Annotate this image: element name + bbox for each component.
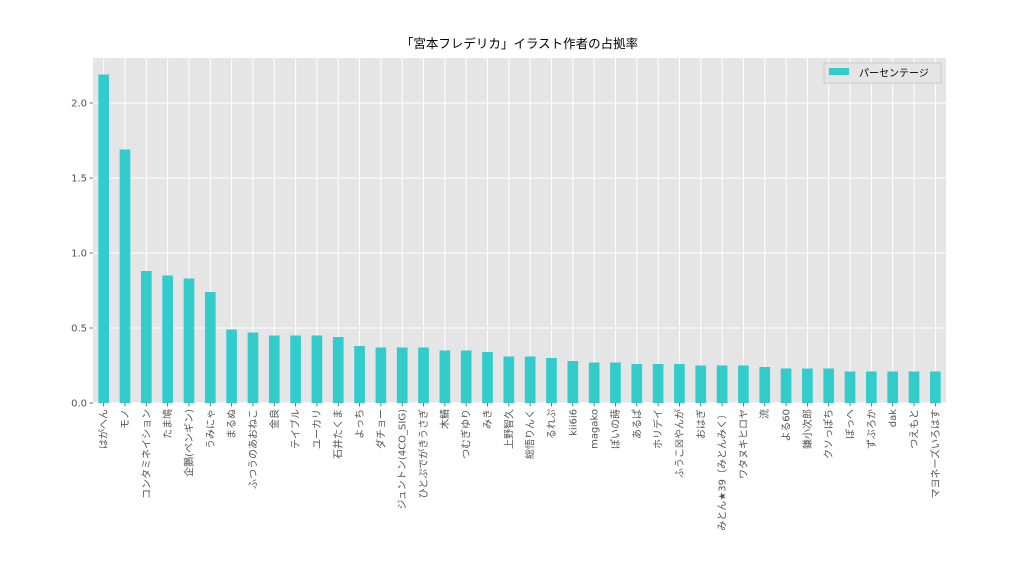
- bar: [588, 362, 600, 403]
- x-tick-label: dak: [888, 409, 899, 427]
- x-tick-label: つむぎゆり: [460, 409, 473, 459]
- x-tick-label: ホリデイ: [652, 409, 665, 449]
- legend-box: [823, 62, 942, 84]
- bar: [460, 350, 472, 403]
- bars: [98, 74, 941, 403]
- bar: [802, 368, 813, 403]
- x-tick-label: まるぬ: [226, 409, 238, 439]
- y-tick-label: 1.0: [71, 249, 87, 260]
- bar: [738, 365, 749, 403]
- bar: [290, 335, 301, 403]
- x-tick-label: 流: [758, 409, 771, 419]
- bar: [311, 335, 323, 403]
- x-tick-label: うみにゃ: [205, 409, 217, 449]
- bar: [439, 350, 451, 403]
- x-tick-label: マヨネーズいろはす: [929, 409, 942, 499]
- x-tick-label: ユーカリ: [311, 409, 323, 449]
- x-tick-label: 総悟りんく: [524, 409, 537, 459]
- bar: [247, 332, 259, 403]
- x-tick-label: ぼっへ: [845, 409, 857, 439]
- x-tick-label: つえもと: [909, 409, 921, 449]
- y-tick-label: 2.0: [71, 99, 87, 110]
- bar: [524, 356, 536, 403]
- bar: [503, 356, 515, 403]
- legend: パーセンテージ: [823, 62, 942, 84]
- bar: [674, 364, 685, 403]
- bar: [546, 358, 557, 403]
- x-tick-label: 石井たくま: [332, 409, 345, 459]
- x-tick-label: 金良: [268, 409, 281, 429]
- legend-label: パーセンテージ: [859, 68, 929, 80]
- bar: [695, 365, 707, 403]
- bar: [332, 337, 344, 403]
- x-tick-label: magako: [590, 409, 601, 449]
- x-tick-label: るれぷ: [546, 409, 558, 439]
- bar: [226, 329, 237, 403]
- x-tick-label: 企鵝(ペンギン): [182, 409, 195, 477]
- chart-title: 「宮本フレデリカ」イラスト作者の占拠率: [401, 36, 638, 51]
- x-tick-label: ぽいの蒔: [610, 409, 622, 449]
- bar: [98, 74, 109, 403]
- x-tick-label: みとん★39（みとんみく）: [717, 409, 729, 531]
- x-tick-label: ひとぷでがきうさぎ: [417, 409, 430, 499]
- x-tick-label: クソっぽち: [823, 409, 835, 459]
- x-tick-label: 鎌小次郎: [801, 409, 814, 449]
- bar: [780, 368, 792, 403]
- x-tick-label: よる60: [781, 409, 793, 441]
- x-tick-label: 木鯖: [438, 409, 451, 429]
- bar: [119, 149, 131, 403]
- x-tick-label: ワタヌキヒロヤ: [738, 409, 750, 479]
- x-tick-label: ふつうのあおねこ: [247, 409, 259, 489]
- bar: [759, 367, 771, 403]
- y-tick-label: 0.5: [71, 324, 87, 335]
- bar: [610, 362, 621, 403]
- x-tick-label: たま鳩: [161, 409, 174, 439]
- bar: [375, 347, 387, 403]
- x-tick-label: ずぶろか: [866, 409, 878, 449]
- bar: [844, 371, 856, 403]
- x-axis-ticks: はがへん モノ コンタミネイション たま鳩 企鵝(ペンギン) うみにゃ まるぬ ふつうのあおね…: [97, 403, 942, 531]
- bar: [652, 364, 664, 403]
- y-axis-ticks: 0.0 0.5 1.0 1.5 2.0: [71, 99, 93, 410]
- x-tick-label: ジュントン(4CO_SIG): [398, 409, 409, 509]
- x-tick-label: ダチョー: [374, 409, 387, 449]
- bar: [162, 275, 173, 403]
- x-tick-label: kii6i6: [568, 409, 579, 436]
- x-tick-label: ふうこ☒やんが: [673, 409, 686, 478]
- legend-swatch: [829, 68, 849, 75]
- bar: [354, 346, 365, 403]
- x-tick-label: あるぱ: [631, 409, 643, 439]
- x-tick-label: モノ: [120, 409, 131, 429]
- bar: [930, 371, 941, 403]
- bar: [140, 271, 152, 403]
- x-tick-label: みき: [482, 409, 494, 429]
- bar: [908, 371, 920, 403]
- bar: [268, 335, 280, 403]
- y-tick-label: 0.0: [71, 399, 87, 410]
- x-tick-label: テイブル: [289, 409, 302, 449]
- bar: [482, 352, 493, 403]
- bar: [716, 365, 728, 403]
- bar: [396, 347, 408, 403]
- bar: [823, 368, 835, 403]
- bar: [887, 371, 899, 403]
- bar: [866, 371, 877, 403]
- bar: [631, 364, 643, 403]
- plot-background: [93, 58, 946, 403]
- x-tick-label: おはぎ: [694, 409, 707, 439]
- bar: [567, 361, 579, 403]
- bar: [204, 292, 216, 403]
- x-tick-label: よっち: [354, 409, 366, 439]
- x-tick-label: はがへん: [97, 409, 110, 449]
- bar: [183, 278, 195, 403]
- x-tick-label: コンタミネイション: [141, 409, 153, 499]
- bar: [418, 347, 429, 403]
- x-tick-label: 上野智久: [502, 409, 515, 449]
- y-tick-label: 1.5: [71, 174, 87, 185]
